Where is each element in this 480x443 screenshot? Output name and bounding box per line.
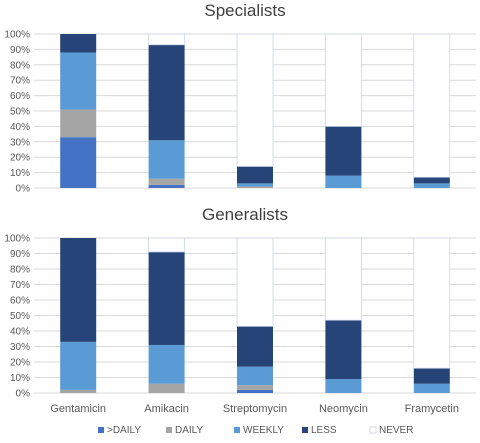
x-tick-label-amikacin: Amikacin [144,403,189,415]
y-tick-label: 60% [10,296,30,307]
bar-segment-streptomycin-daily [237,389,273,393]
bar-segment-amikacin-daily [148,178,185,185]
bar-segment-streptomycin-less [237,326,273,367]
y-tick-label: 50% [10,311,30,322]
bar-segment-gentamicin-weekly [60,341,97,390]
y-tick-label: 40% [10,327,30,338]
panel-specialists: Specialists 0% 10% 20% 30% 40% 50% 60% 70% 80% 90… [4,1,476,195]
y-tick-label: 30% [10,342,30,353]
bar-segment-neomycin-never [324,33,362,127]
bar-segment-amikacin-less [148,44,185,141]
legend-label-weekly: WEEKLY [243,425,284,436]
bar-segment-streptomycin-never [236,33,274,167]
y-tick-label: 80% [10,265,30,276]
panel-title-specialists: Specialists [204,1,285,20]
x-tick-label-framycetin: Framycetin [405,403,459,415]
y-tick-label: 40% [10,122,30,133]
bar-segment-gentamicin-less [60,238,97,342]
y-tick-label: 100% [4,30,30,41]
y-tick-label: 70% [10,280,30,291]
bar-segment-neomycin-less [325,320,362,380]
y-tick-label: 0% [16,184,31,195]
category-axis: Gentamicin Amikacin Streptomycin Neomycin Fr… [50,403,459,415]
y-tick-label: 90% [10,45,30,56]
bar-segment-neomycin-weekly [325,175,362,188]
bar-segment-framycetin-less [413,368,450,384]
bar-segment-neomycin-less [325,126,362,176]
bar-segment-neomycin-never [324,237,362,321]
x-tick-label-neomycin: Neomycin [319,403,368,415]
legend-swatch-never [369,426,377,434]
bar-segment-streptomycin-weekly [237,366,273,386]
legend-label-never: NEVER [379,425,413,436]
panel-title-generalists: Generalists [202,205,288,224]
bar-segment-streptomycin-daily [237,385,273,390]
legend-label-daily: DAILY [175,425,203,436]
y-tick-label: 50% [10,107,30,118]
bar-segment-streptomycin-less [237,166,273,184]
bar-segment-amikacin-weekly [148,344,185,384]
y-tick-label: 10% [10,373,30,384]
bar-segment-framycetin-never [413,33,451,178]
legend: >DAILY DAILY WEEKLY LESS NEVER [98,425,413,436]
bar-segment-gentamicin-daily [60,389,97,393]
y-tick-label: 60% [10,91,30,102]
legend-swatch-less [302,427,308,433]
y-tick-label: 0% [16,389,31,400]
x-tick-label-gentamicin: Gentamicin [50,403,106,415]
bar-segment-gentamicin-weekly [60,52,97,110]
panel-generalists: Generalists 0% 10% 20% 30% 40% 50% 60% 70% 80% 90… [4,205,476,400]
y-tick-label: 30% [10,137,30,148]
y-tick-label: 20% [10,358,30,369]
y-tick-label: 90% [10,249,30,260]
x-tick-label-streptomycin: Streptomycin [223,403,287,415]
bar-segment-framycetin-weekly [413,383,450,393]
bar-segment-neomycin-weekly [325,379,362,393]
y-tick-label: 10% [10,168,30,179]
bar-segment-streptomycin-never [236,237,274,327]
legend-label-daily: >DAILY [107,425,141,436]
bar-segment-amikacin-less [148,251,185,345]
bar-segment-gentamicin-daily [60,109,97,138]
y-tick-label: 100% [4,234,30,245]
legend-swatch-weekly [234,427,240,433]
bar-segment-amikacin-daily [148,383,185,393]
bar-segment-framycetin-never [413,237,451,369]
y-tick-label: 20% [10,153,30,164]
bar-segment-gentamicin-less [60,34,97,53]
y-tick-label: 70% [10,76,30,87]
y-tick-label: 80% [10,60,30,71]
bar-segment-amikacin-daily [148,184,185,188]
bar-segment-streptomycin-weekly [237,183,273,187]
bar-segment-amikacin-weekly [148,140,185,179]
legend-label-less: LESS [311,425,337,436]
legend-swatch-daily [98,427,104,433]
bar-segment-framycetin-weekly [413,183,450,188]
bar-segment-amikacin-never [148,33,186,46]
bar-segment-amikacin-never [148,237,186,253]
bar-segment-gentamicin-daily [60,137,97,188]
bar-segment-framycetin-less [413,177,450,184]
bar-segment-streptomycin-daily [237,186,273,188]
legend-swatch-daily [166,427,172,433]
